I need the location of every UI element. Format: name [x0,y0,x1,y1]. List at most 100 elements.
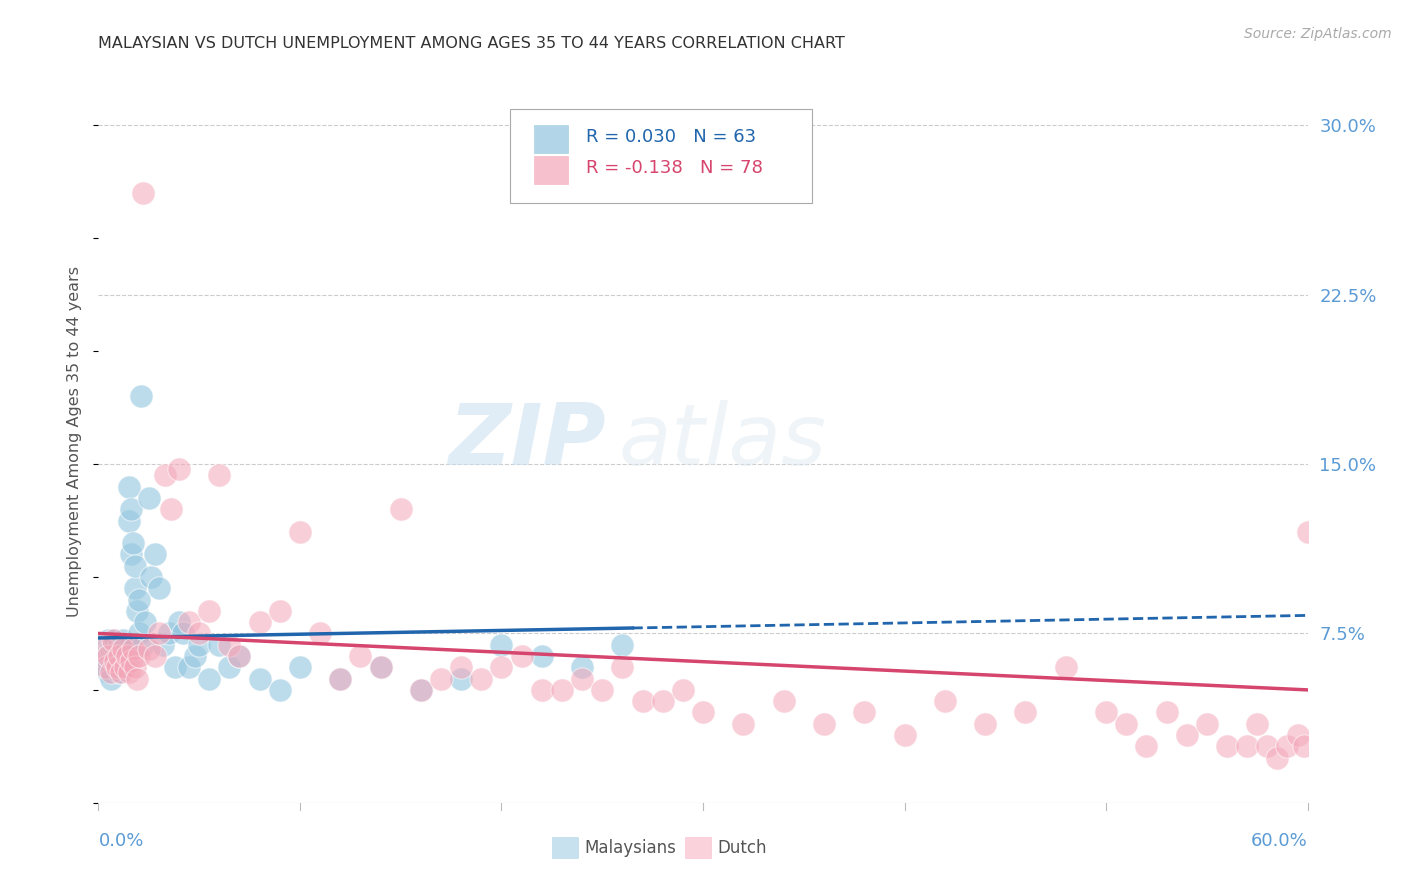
Point [491,660,513,674]
Point [1014,706,1036,720]
Point [100,665,122,679]
Point [1292,739,1315,754]
Point [571,672,593,686]
Point [124,558,146,573]
Point [1135,739,1157,754]
Point [103,633,125,648]
Point [309,626,332,640]
Text: Source: ZipAtlas.com: Source: ZipAtlas.com [1244,27,1392,41]
Point [128,626,150,640]
Point [132,186,155,201]
Point [430,672,453,686]
Point [100,642,122,657]
Point [218,660,240,674]
FancyBboxPatch shape [534,156,568,184]
Point [1054,660,1077,674]
Point [93,648,115,663]
Point [167,615,190,630]
Point [450,672,472,686]
Point [228,648,250,663]
Text: 0.0%: 0.0% [98,831,143,850]
Point [96,660,118,674]
Point [111,660,134,674]
Point [107,665,129,679]
Point [125,604,148,618]
Point [110,654,132,668]
Point [103,648,125,663]
Point [97,633,120,648]
Point [138,491,160,505]
Point [631,694,654,708]
Point [218,638,240,652]
Point [143,548,166,562]
Point [733,716,755,731]
Point [152,638,174,652]
Point [125,672,148,686]
Point [121,536,143,550]
Point [349,648,371,663]
Point [288,524,311,539]
Point [93,642,115,657]
Point [107,638,129,652]
Point [101,633,124,648]
Point [208,638,231,652]
Point [120,548,142,562]
Point [450,660,472,674]
Point [198,604,221,618]
Text: R = -0.138   N = 78: R = -0.138 N = 78 [586,160,762,178]
Point [105,660,128,674]
Point [198,672,221,686]
Y-axis label: Unemployment Among Ages 35 to 44 years: Unemployment Among Ages 35 to 44 years [67,266,83,617]
Point [612,638,634,652]
Point [551,682,574,697]
Point [1175,728,1198,742]
Point [269,682,291,697]
Point [934,694,956,708]
Point [672,682,695,697]
Point [163,660,186,674]
Point [107,648,129,663]
Point [105,642,128,657]
Text: Dutch: Dutch [717,838,768,856]
Point [128,648,150,663]
Point [409,682,432,697]
Point [114,638,136,652]
Point [249,672,271,686]
Point [124,582,146,596]
Point [129,389,152,403]
Text: R = 0.030   N = 63: R = 0.030 N = 63 [586,128,756,146]
Text: Malaysians: Malaysians [585,838,676,856]
Point [107,648,129,663]
Point [179,615,201,630]
Point [118,514,141,528]
Point [105,660,128,674]
Point [893,728,915,742]
Point [370,660,392,674]
Point [120,502,142,516]
Point [208,468,231,483]
Point [114,648,136,663]
Point [692,706,714,720]
Point [167,461,190,475]
Point [470,672,492,686]
Point [772,694,794,708]
Point [1256,739,1278,754]
Point [114,660,136,674]
Point [1267,750,1289,764]
Point [115,656,138,670]
FancyBboxPatch shape [551,837,578,858]
Text: MALAYSIAN VS DUTCH UNEMPLOYMENT AMONG AGES 35 TO 44 YEARS CORRELATION CHART: MALAYSIAN VS DUTCH UNEMPLOYMENT AMONG AG… [98,36,845,51]
Text: ZIP: ZIP [449,400,606,483]
Point [288,660,311,674]
FancyBboxPatch shape [509,109,811,203]
Point [157,626,180,640]
Point [160,502,183,516]
Point [110,642,132,657]
Point [491,638,513,652]
Point [138,642,160,657]
Point [329,672,352,686]
Point [96,660,118,674]
Point [148,582,170,596]
Point [132,638,155,652]
Point [571,660,593,674]
